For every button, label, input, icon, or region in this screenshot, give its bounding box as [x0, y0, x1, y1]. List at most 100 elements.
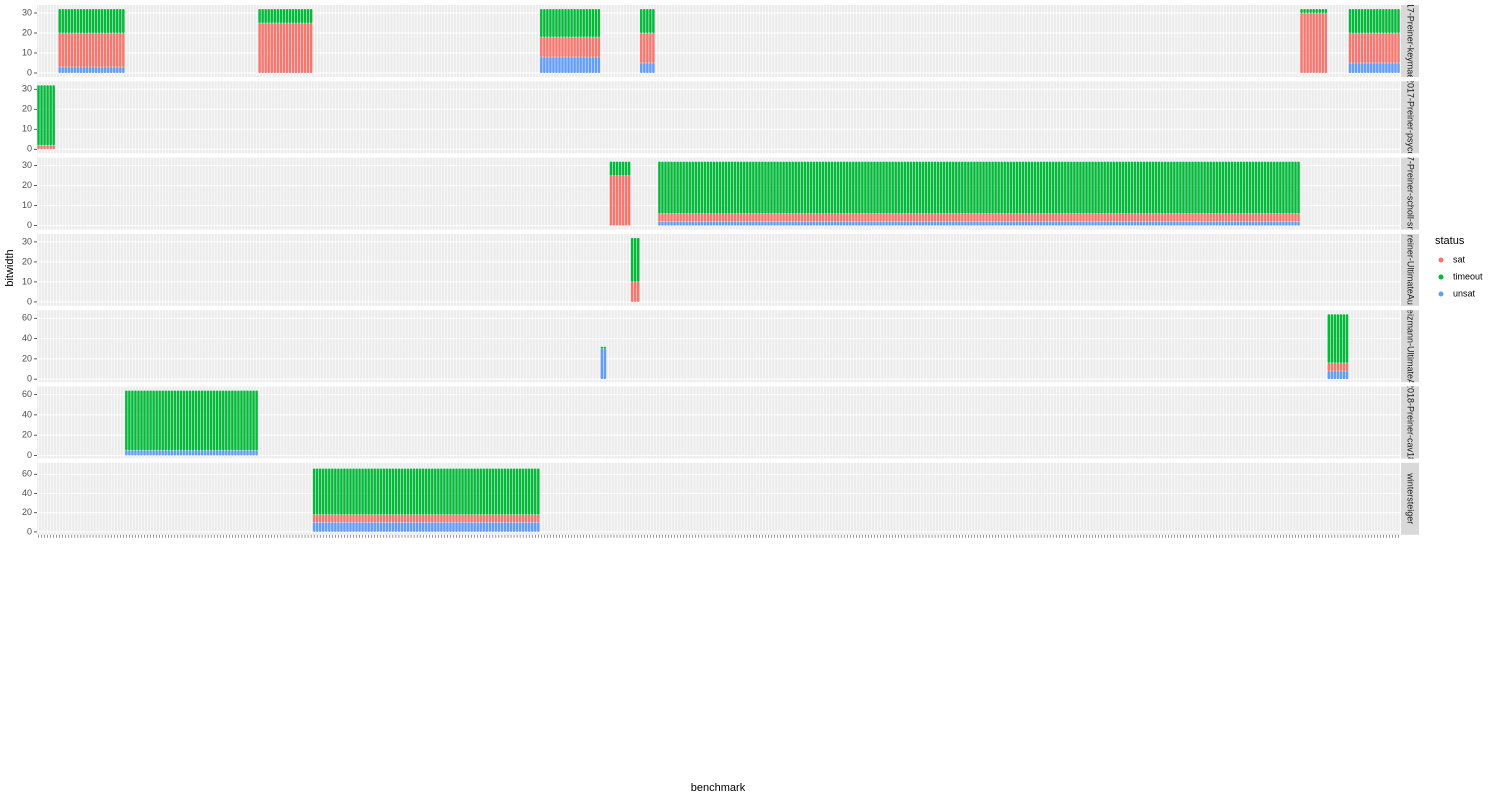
unsat-points	[1242, 221, 1246, 226]
sat-points	[549, 37, 552, 57]
sat-points	[643, 33, 646, 63]
timeout-points	[788, 161, 791, 214]
timeout-points	[1097, 161, 1100, 214]
unsat-points	[691, 221, 694, 226]
unsat-points	[1270, 221, 1273, 226]
timeout-points	[1100, 161, 1103, 214]
unsat-points	[328, 522, 331, 532]
sat-points	[694, 213, 697, 222]
sat-points	[461, 514, 464, 523]
timeout-points	[297, 9, 301, 23]
sat-points	[1230, 213, 1234, 222]
timeout-points	[82, 9, 86, 33]
timeout-points	[424, 468, 428, 515]
timeout-points	[1185, 161, 1188, 214]
sat-points	[358, 514, 361, 523]
timeout-points	[985, 161, 988, 214]
timeout-points	[364, 468, 367, 515]
sat-points	[1012, 213, 1016, 222]
unsat-points	[1048, 221, 1052, 226]
unsat-points	[106, 67, 110, 73]
sat-points	[1291, 213, 1294, 222]
sat-points	[40, 145, 43, 150]
timeout-points	[122, 9, 125, 33]
timeout-points	[467, 468, 470, 515]
unsat-points	[770, 221, 773, 226]
timeout-points	[897, 161, 900, 214]
timeout-points	[355, 468, 358, 515]
timeout-points	[1088, 161, 1091, 214]
unsat-points	[167, 450, 170, 456]
sat-points	[1045, 213, 1049, 222]
timeout-points	[982, 161, 985, 214]
sat-points	[1267, 213, 1270, 222]
timeout-points	[100, 9, 104, 33]
unsat-points	[755, 221, 758, 226]
sat-points	[703, 213, 707, 222]
sat-points	[718, 213, 722, 222]
timeout-points	[670, 161, 673, 214]
unsat-points	[67, 67, 71, 73]
sat-points	[788, 213, 791, 222]
sat-points	[1345, 362, 1349, 372]
unsat-points	[91, 67, 95, 73]
unsat-points	[182, 450, 186, 456]
unsat-points	[1224, 221, 1228, 226]
sat-points	[79, 33, 83, 67]
unsat-points	[527, 522, 531, 532]
sat-points	[300, 23, 304, 73]
timeout-points	[1373, 9, 1376, 33]
facet-label: 7-Preiner-scholl-sn	[1406, 156, 1416, 232]
unsat-points	[1227, 221, 1231, 226]
timeout-points	[1230, 161, 1234, 214]
unsat-points	[1297, 221, 1300, 226]
timeout-points	[955, 161, 958, 214]
unsat-points	[449, 522, 452, 532]
timeout-points	[194, 390, 198, 451]
timeout-points	[1127, 161, 1131, 214]
sat-points	[346, 514, 349, 523]
sat-points	[291, 23, 295, 73]
unsat-points	[955, 221, 958, 226]
sat-points	[1076, 213, 1079, 222]
sat-points	[1303, 13, 1306, 73]
timeout-points	[1048, 161, 1052, 214]
unsat-points	[1121, 221, 1125, 226]
timeout-points	[730, 161, 734, 214]
unsat-points	[976, 221, 979, 226]
unsat-points	[122, 67, 125, 73]
timeout-points	[646, 9, 649, 33]
timeout-points	[1179, 161, 1182, 214]
timeout-points	[1064, 161, 1067, 214]
sat-points	[1194, 213, 1197, 222]
sat-points	[782, 213, 785, 222]
timeout-points	[106, 9, 110, 33]
sat-points	[791, 213, 794, 222]
timeout-points	[276, 9, 280, 23]
timeout-points	[564, 9, 567, 37]
unsat-points	[194, 450, 198, 456]
y-tick-label: 40	[22, 333, 32, 343]
timeout-points	[555, 9, 558, 37]
timeout-points	[743, 161, 746, 214]
unsat-points	[418, 522, 422, 532]
sat-points	[806, 213, 810, 222]
timeout-points	[412, 468, 416, 515]
sat-points	[1221, 213, 1225, 222]
timeout-points	[579, 9, 582, 37]
timeout-points	[1000, 161, 1003, 214]
timeout-points	[1379, 9, 1382, 33]
timeout-points	[942, 161, 946, 214]
unsat-points	[73, 67, 77, 73]
sat-points	[685, 213, 688, 222]
sat-points	[1376, 33, 1379, 63]
sat-points	[1061, 213, 1064, 222]
sat-points	[428, 514, 431, 523]
unsat-points	[927, 221, 931, 226]
unsat-points	[391, 522, 395, 532]
timeout-points	[1339, 314, 1343, 363]
sat-points	[403, 514, 407, 523]
timeout-points	[531, 468, 534, 515]
timeout-points	[582, 9, 585, 37]
timeout-points	[382, 468, 386, 515]
